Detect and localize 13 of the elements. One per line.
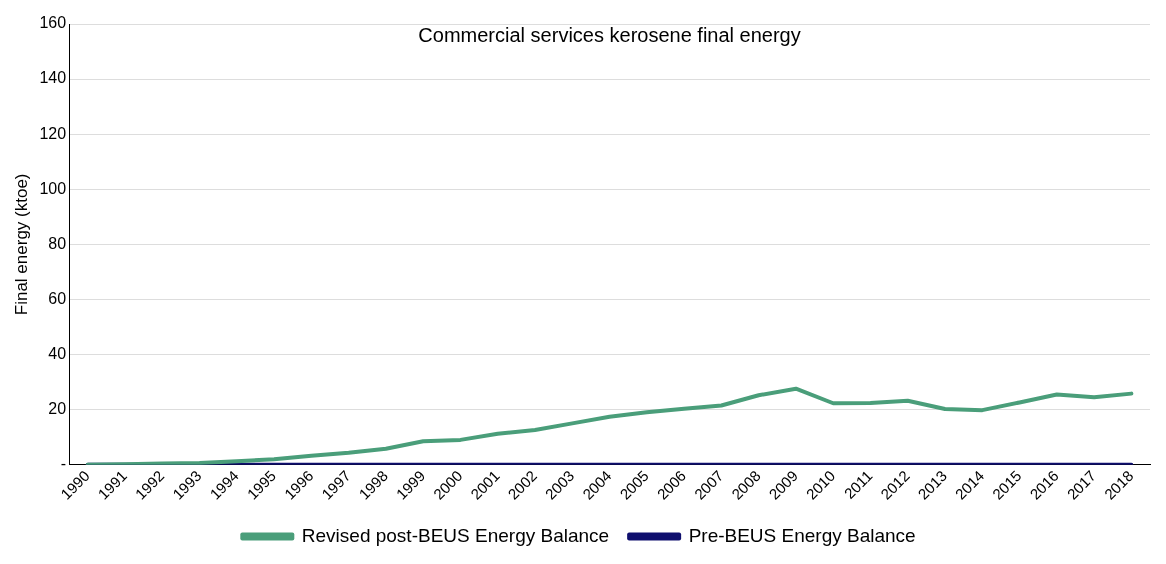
y-tick-label: 100	[39, 179, 67, 197]
y-tick-label: 60	[48, 289, 67, 307]
y-tick-label: -	[60, 455, 67, 473]
y-tick-label: 20	[48, 400, 67, 417]
y-axis-title: Final energy (ktoe)	[11, 173, 31, 316]
y-tick-label: 40	[48, 344, 67, 362]
legend-label: Pre-BEUS Energy Balance	[688, 524, 916, 546]
legend-label: Revised post-BEUS Energy Balance	[301, 524, 610, 546]
y-tick-label: 140	[39, 69, 67, 87]
y-tick-label: 160	[39, 14, 67, 32]
y-tick-label: 80	[48, 234, 67, 252]
chart-title: Commercial services kerosene final energy	[418, 23, 801, 46]
y-tick-label: 120	[39, 124, 67, 142]
